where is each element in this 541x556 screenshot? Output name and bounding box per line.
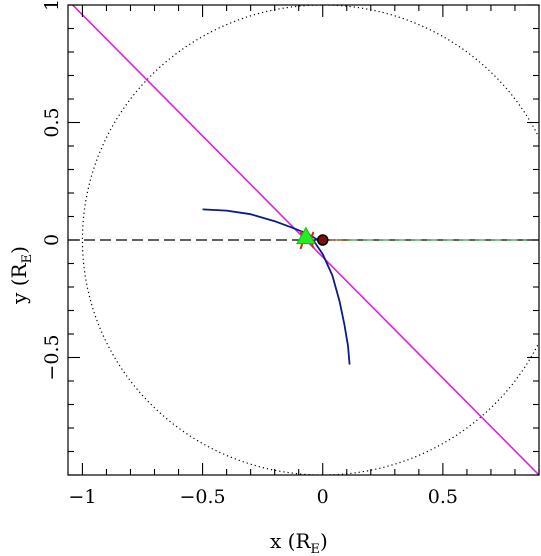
green-triangle-marker — [296, 226, 316, 245]
data-layer — [68, 5, 539, 475]
y-axis-label-sub: E — [20, 254, 35, 264]
x-axis-label-close: ) — [320, 529, 328, 553]
x-axis-label: x (RE) — [270, 529, 328, 556]
y-tick-label: 0.5 — [41, 107, 63, 137]
y-axis-label: y (RE) — [7, 246, 35, 305]
y-tick-label: −0.5 — [41, 334, 63, 380]
y-tick-label: 0 — [41, 234, 63, 246]
x-axis-label-main: x (R — [270, 529, 311, 553]
tick-label-layer: −1 −0.5 0 0.5 1 0.5 0 −0.5 — [41, 0, 458, 508]
x-tick-label: 0.5 — [428, 486, 458, 508]
plot-frame — [67, 4, 540, 476]
x-tick-label: −0.5 — [180, 486, 226, 508]
blue-curve-lower — [312, 239, 351, 365]
y-tick-label: 1 — [41, 0, 63, 11]
y-axis-label-close: ) — [7, 246, 31, 254]
x-axis-label-sub: E — [311, 542, 321, 556]
x-tick-label: −1 — [68, 486, 96, 508]
y-axis-label-main: y (R — [7, 262, 31, 304]
black-dot-marker — [316, 234, 329, 246]
x-tick-label: 0 — [317, 486, 329, 508]
